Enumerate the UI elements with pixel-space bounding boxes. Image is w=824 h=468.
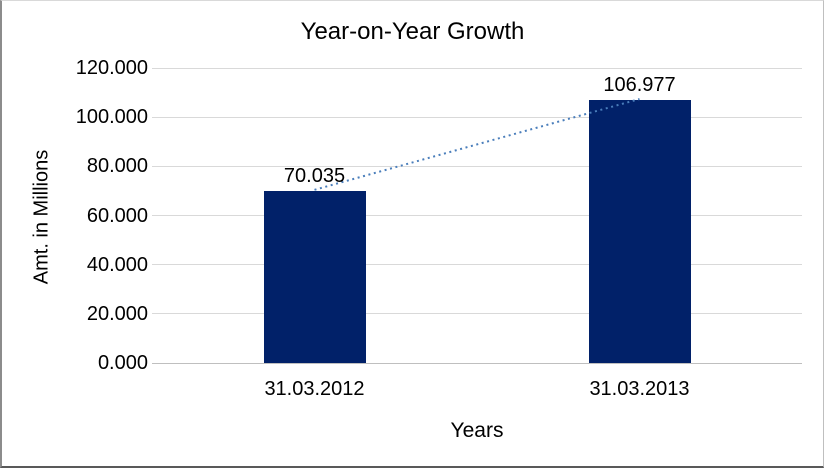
y-tick-label: 120.000: [75, 57, 148, 79]
gridline: [152, 313, 802, 315]
x-axis-title: Years: [450, 419, 504, 442]
bar: [588, 100, 691, 363]
x-category-label: 31.03.2012: [264, 378, 365, 400]
y-tick-label: 40.000: [86, 253, 148, 276]
gridline: [152, 264, 802, 266]
y-tick-label: 0.000: [97, 352, 148, 374]
y-tick-label: 20.000: [86, 302, 148, 325]
bar: [263, 190, 366, 363]
bar-data-label: 70.035: [283, 164, 346, 187]
y-tick-label: 80.000: [86, 155, 148, 178]
gridline: [152, 116, 802, 118]
bar-data-label: 106.977: [603, 74, 676, 96]
x-axis-line: [152, 362, 802, 364]
y-tick-label: 100.000: [75, 106, 148, 129]
gridline: [152, 67, 802, 69]
x-category-label: 31.03.2013: [589, 378, 690, 400]
gridline: [152, 215, 802, 216]
y-tick-label: 60.000: [86, 204, 148, 227]
chart-title: Year-on-Year Growth: [300, 18, 525, 45]
